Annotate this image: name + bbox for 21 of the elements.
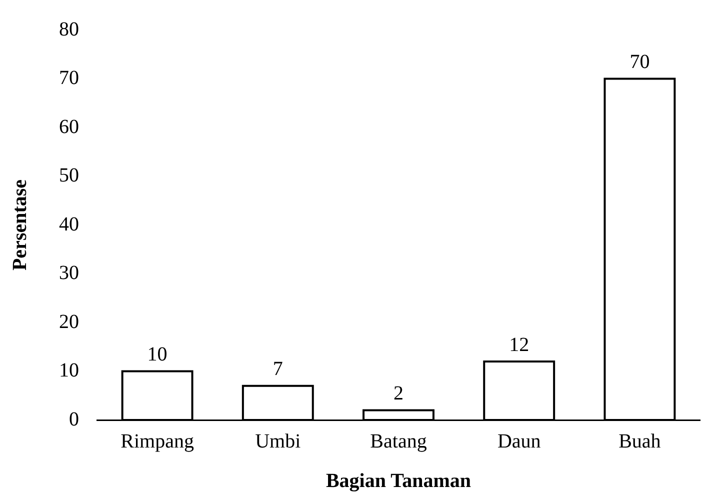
y-tick-label: 60 bbox=[59, 116, 79, 138]
y-tick-label: 30 bbox=[59, 262, 79, 284]
data-label: 12 bbox=[509, 334, 530, 356]
x-tick-label: Daun bbox=[497, 430, 541, 452]
y-tick-label: 10 bbox=[59, 360, 79, 382]
x-tick-label: Buah bbox=[618, 430, 661, 452]
x-tick-label: Rimpang bbox=[120, 430, 194, 452]
x-axis-title: Bagian Tanaman bbox=[326, 470, 472, 492]
x-tick-label: Batang bbox=[370, 430, 427, 452]
data-label: 7 bbox=[272, 358, 283, 380]
y-tick-label: 80 bbox=[59, 18, 79, 40]
y-axis-title: Persentase bbox=[9, 179, 32, 271]
data-label: 70 bbox=[630, 51, 650, 73]
data-label: 2 bbox=[394, 382, 404, 404]
data-label: 10 bbox=[147, 344, 168, 366]
y-tick-label: 40 bbox=[59, 213, 79, 236]
y-tick-label: 70 bbox=[59, 67, 79, 89]
y-tick-label: 50 bbox=[59, 164, 79, 186]
y-tick-label: 0 bbox=[69, 408, 79, 430]
x-tick-label: Umbi bbox=[255, 430, 302, 452]
y-tick-label: 20 bbox=[59, 310, 79, 333]
